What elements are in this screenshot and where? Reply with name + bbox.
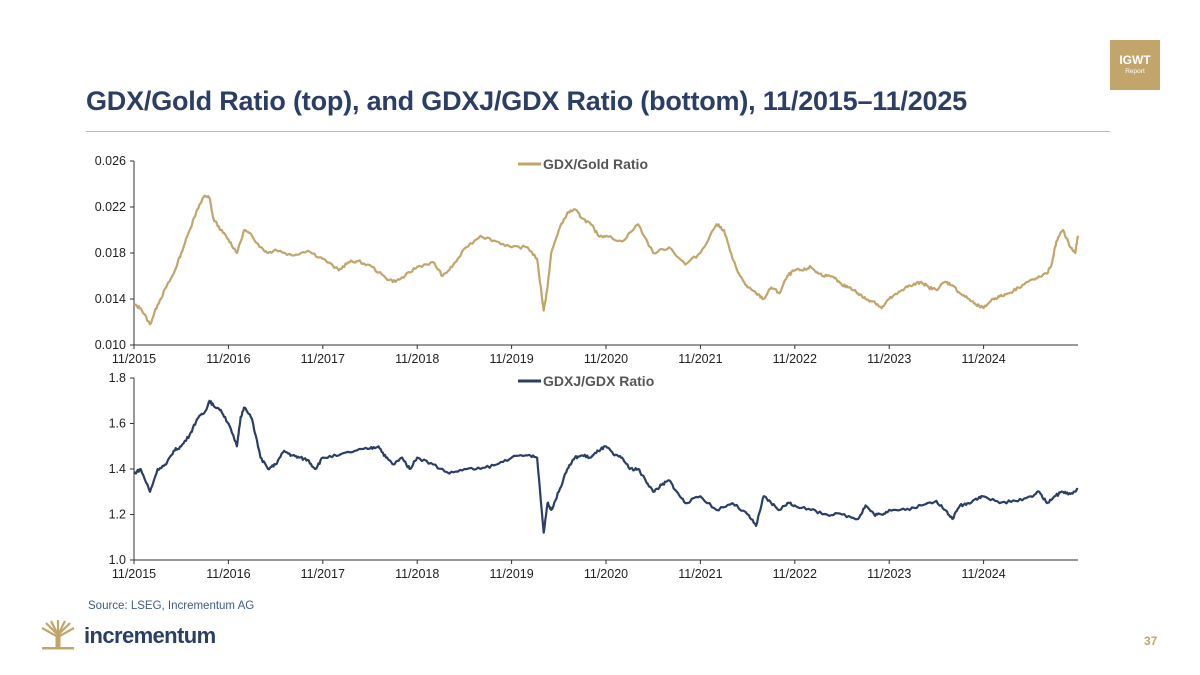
x-tick-label: 11/2017 (301, 352, 345, 366)
y-tick-label: 0.014 (95, 292, 126, 306)
page-number: 37 (1144, 634, 1158, 648)
y-tick-label: 0.018 (95, 246, 126, 260)
x-tick-label: 11/2024 (961, 567, 1005, 581)
x-tick-label: 11/2023 (867, 567, 911, 581)
legend-label: GDXJ/GDX Ratio (543, 373, 654, 389)
title-divider (86, 131, 1110, 132)
page-title: GDX/Gold Ratio (top), and GDXJ/GDX Ratio… (86, 86, 967, 116)
legend-label: GDX/Gold Ratio (543, 156, 648, 172)
y-tick-label: 1.8 (109, 371, 126, 385)
legend: GDXJ/GDX Ratio (518, 373, 654, 389)
badge-line-1: IGWT (1119, 53, 1151, 67)
chart-2: 1.0 1.2 1.4 1.6 1.8 11/2015 11/2016 11/2017 11/2… (109, 371, 1079, 581)
x-tick-label: 11/2024 (961, 352, 1005, 366)
chart-1: 0.010 0.014 0.018 0.022 0.026 11/2015 11/2016 1… (95, 154, 1080, 366)
x-tick-label: 11/2022 (773, 567, 817, 581)
x-tick-label: 11/2021 (678, 352, 722, 366)
x-tick-label: 11/2017 (301, 567, 345, 581)
x-tick-label: 11/2018 (395, 567, 439, 581)
x-tick-label: 11/2015 (112, 567, 156, 581)
x-tick-label: 11/2018 (395, 352, 439, 366)
y-tick-label: 0.026 (95, 154, 126, 168)
y-tick-label: 0.022 (95, 200, 126, 214)
x-tick-label: 11/2016 (206, 567, 250, 581)
x-tick-label: 11/2019 (489, 567, 533, 581)
brand-name: incrementum (84, 623, 216, 648)
x-tick-label: 11/2022 (773, 352, 817, 366)
y-tick-label: 1.6 (109, 417, 126, 431)
legend: GDX/Gold Ratio (518, 156, 648, 172)
y-tick-label: 1.2 (109, 508, 126, 522)
y-tick-label: 1.0 (109, 553, 126, 567)
source-note: Source: LSEG, Incrementum AG (88, 600, 255, 612)
y-tick-label: 0.010 (95, 338, 126, 352)
tree-logo-icon (41, 620, 75, 650)
x-tick-label: 11/2015 (112, 352, 156, 366)
x-tick-label: 11/2023 (867, 352, 911, 366)
series-line (133, 194, 1080, 326)
igwt-report-badge: IGWT Report (1110, 40, 1160, 90)
series-line (133, 399, 1079, 534)
badge-line-2: Report (1125, 68, 1145, 75)
x-tick-label: 11/2020 (584, 352, 628, 366)
x-tick-label: 11/2019 (489, 352, 533, 366)
x-tick-label: 11/2016 (206, 352, 250, 366)
x-tick-label: 11/2020 (584, 567, 628, 581)
x-tick-label: 11/2021 (678, 567, 722, 581)
y-tick-label: 1.4 (109, 462, 126, 476)
